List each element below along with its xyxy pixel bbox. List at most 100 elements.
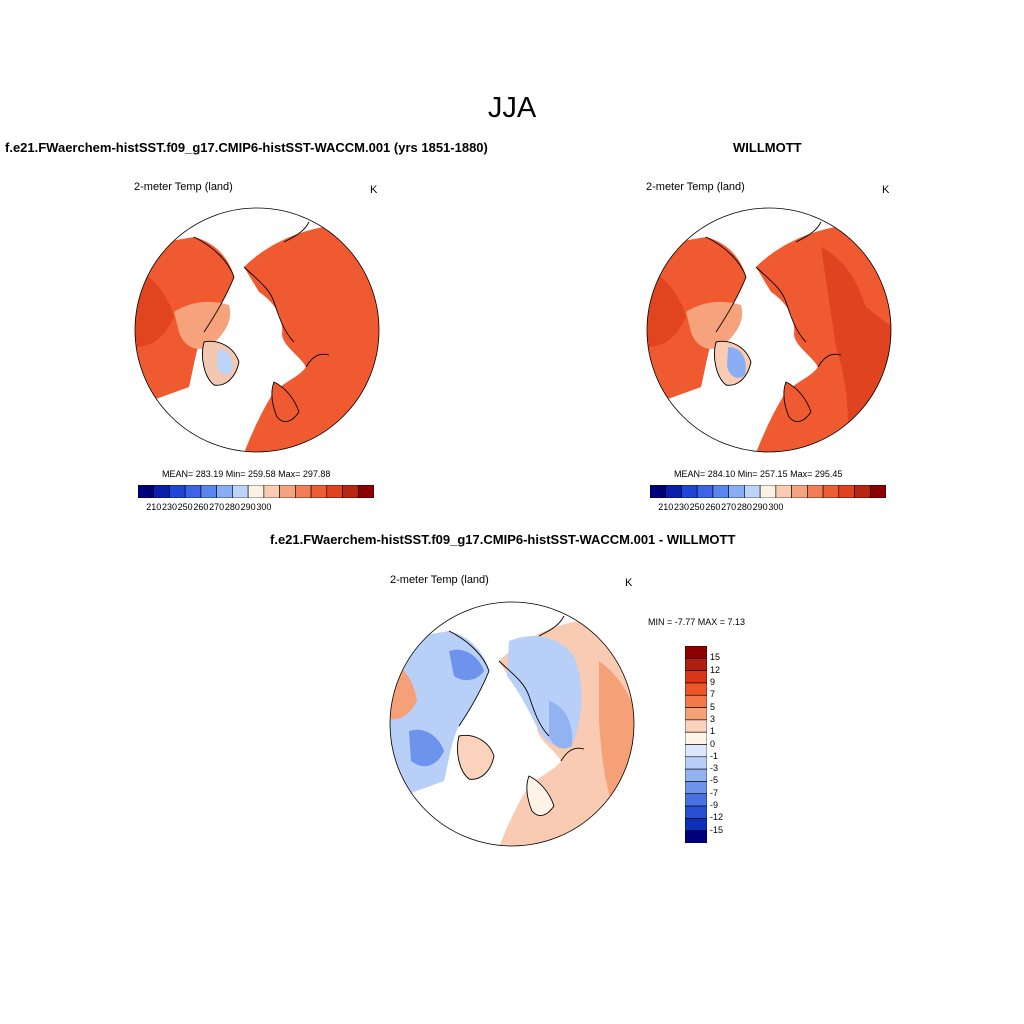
diff-colorbar-box [685,793,707,807]
model-colorbar-tick-label: 280 [224,502,240,512]
diff-colorbar-box [685,818,707,831]
obs-colorbar-box [759,485,777,498]
model-colorbar-box [357,485,374,498]
model-canada-cool [174,301,231,349]
obs-colorbar-box [822,485,840,498]
diff-colorbar-box [685,731,707,745]
model-colorbar-tick-label: 230 [161,502,177,512]
obs-panel-title: WILLMOTT [733,140,802,155]
model-panel-title: f.e21.FWaerchem-histSST.f09_g17.CMIP6-hi… [5,140,488,155]
model-stats: MEAN= 283.19 Min= 259.58 Max= 297.88 [162,469,331,479]
model-colorbar-tick-label: 210 [146,502,162,512]
model-colorbar-box [310,485,328,498]
obs-colorbar-tick-label: 260 [705,502,721,512]
diff-colorbar-tick-label: -5 [710,775,719,786]
model-variable-label: 2-meter Temp (land) [134,181,233,193]
diff-colorbar-tick-label: -1 [710,750,719,761]
diff-colorbar-tick-label: 9 [710,676,716,687]
diff-colorbar-tick-label: 0 [710,738,716,749]
diff-map-boundary [389,601,635,847]
model-colorbar-box [169,485,186,498]
diff-colorbar-box [685,694,707,708]
obs-colorbar-box [854,485,871,498]
model-colorbar-tick-label: 290 [240,502,256,512]
obs-stats: MEAN= 284.10 Min= 257.15 Max= 295.45 [674,469,843,479]
obs-colorbar-box [681,485,698,498]
model-colorbar-box [216,485,233,498]
diff-colorbar-box [685,707,707,721]
model-colorbar-box [184,485,202,498]
model-colorbar-tick-label: 260 [193,502,209,512]
diff-colorbar-box [685,670,707,684]
obs-colorbar-tick-label: 230 [673,502,689,512]
diff-colorbar-tick-label: 3 [710,713,716,724]
model-colorbar-box [232,485,249,498]
diff-polar-map [389,601,635,847]
model-colorbar [138,485,374,498]
model-colorbar-box [326,485,343,498]
obs-colorbar-box [665,485,682,498]
diff-stats: MIN = -7.77 MAX = 7.13 [648,617,746,627]
obs-units-label: K [882,184,890,196]
diff-colorbar-tick-label: -15 [710,824,724,835]
model-colorbar-box [138,485,155,498]
obs-colorbar-tick-label: 210 [658,502,674,512]
obs-colorbar-ticks: 210 230 250 260 270 280 290 300 [650,502,886,514]
obs-colorbar-box [869,485,886,498]
obs-colorbar-tick-label: 250 [689,502,705,512]
diff-colorbar-tick-label: -3 [710,763,719,774]
obs-canada-cool [686,301,743,349]
obs-variable-label: 2-meter Temp (land) [646,181,745,193]
model-colorbar-tick-label: 300 [256,502,272,512]
obs-colorbar-box [728,485,745,498]
diff-greenland [457,735,494,780]
obs-colorbar-box [791,485,808,498]
model-colorbar-tick-label: 270 [209,502,225,512]
model-colorbar-box [295,485,312,498]
model-map-boundary [134,207,380,453]
figure-title: JJA [487,92,537,124]
model-colorbar-box [279,485,296,498]
model-colorbar-tick-label: 250 [177,502,193,512]
diff-variable-label: 2-meter Temp (land) [390,574,489,586]
diff-colorbar-tick-label: -9 [710,800,719,811]
diff-colorbar [685,646,707,843]
model-units-label: K [370,184,378,196]
obs-colorbar-tick-label: 290 [752,502,768,512]
diff-colorbar-box [685,658,707,671]
diff-colorbar-box [685,768,707,782]
model-polar-map [134,207,380,453]
diff-colorbar-box [685,781,707,795]
diff-colorbar-tick-label: 5 [710,701,716,712]
diff-colorbar-tick-label: -12 [710,812,724,823]
diff-panel-title: f.e21.FWaerchem-histSST.f09_g17.CMIP6-hi… [270,532,736,547]
diff-colorbar-tick-label: 15 [710,652,721,663]
diff-colorbar-box [685,830,707,843]
diff-colorbar-tick-label: -7 [710,787,719,798]
model-colorbar-box [200,485,217,498]
model-colorbar-ticks: 210 230 250 260 270 280 290 300 [138,502,374,514]
obs-colorbar-box [712,485,729,498]
obs-colorbar [650,485,886,498]
obs-colorbar-tick-label: 270 [721,502,737,512]
diff-colorbar-box [685,756,707,770]
obs-colorbar-box [807,485,824,498]
obs-colorbar-tick-label: 280 [736,502,752,512]
diff-colorbar-ticks: 15 12 9 7 5 3 1 0 -1 -3 -5 -7 -9 -12 -15 [710,646,740,843]
model-colorbar-box [247,485,265,498]
diff-colorbar-box [685,805,707,819]
diff-colorbar-tick-label: 1 [710,726,716,737]
diff-colorbar-box [685,719,707,733]
obs-colorbar-box [696,485,714,498]
obs-colorbar-box [744,485,761,498]
obs-map-boundary [646,207,892,453]
diff-colorbar-box [685,744,707,758]
obs-polar-map [646,207,892,453]
diff-colorbar-tick-label: 12 [710,664,721,675]
diff-colorbar-tick-label: 7 [710,689,716,700]
model-colorbar-box [263,485,280,498]
model-colorbar-box [342,485,359,498]
obs-coastlines [705,221,842,423]
obs-colorbar-box [838,485,855,498]
diff-colorbar-box [685,646,707,659]
